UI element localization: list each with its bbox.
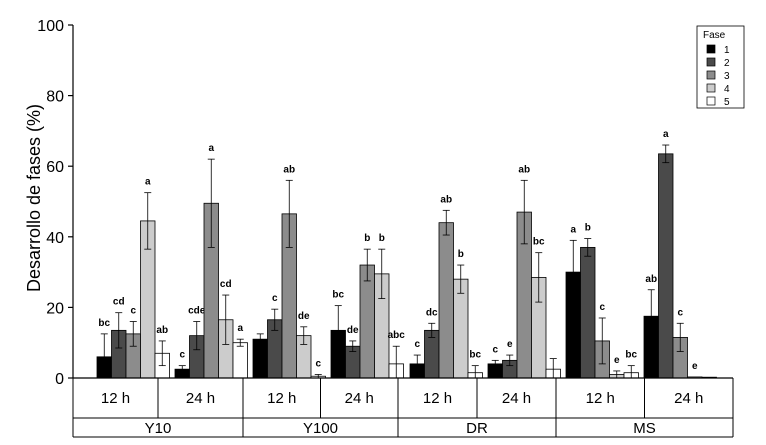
significance-letter: ab	[283, 164, 295, 175]
significance-letter: bc	[332, 290, 344, 301]
significance-letter: c	[272, 293, 278, 304]
time-label: 12 h	[101, 390, 130, 407]
y-tick-label: 60	[46, 159, 64, 176]
y-tick-label: 40	[46, 230, 64, 247]
significance-letter: ab	[156, 325, 168, 336]
legend-label: 5	[724, 97, 730, 108]
significance-letter: b	[585, 223, 591, 234]
legend-swatch-fase-2	[706, 57, 716, 67]
time-label: 24 h	[186, 390, 215, 407]
legend-label: 4	[724, 84, 730, 95]
bar-g5-fase-3	[438, 222, 454, 379]
treatment-label: MS	[633, 420, 656, 437]
time-label: 24 h	[345, 390, 374, 407]
significance-letter: ab	[440, 194, 452, 205]
significance-letter: e	[692, 361, 698, 372]
legend-label: 1	[724, 45, 730, 56]
legend-label: 2	[724, 58, 730, 69]
significance-letter: cd	[220, 279, 232, 290]
y-tick-label: 20	[46, 300, 64, 317]
significance-letter: b	[364, 233, 370, 244]
legend-swatch-fase-3	[706, 70, 716, 80]
significance-letter: dc	[426, 307, 438, 318]
time-label: 24 h	[502, 390, 531, 407]
legend: Fase 1 2 3 4 5	[696, 25, 745, 109]
significance-letter: a	[570, 224, 576, 235]
legend-swatch-fase-4	[706, 83, 716, 93]
significance-letter: c	[414, 339, 420, 350]
significance-letter: e	[614, 355, 620, 366]
significance-letter: bc	[533, 237, 545, 248]
significance-letter: a	[208, 143, 214, 154]
significance-letter: de	[347, 325, 359, 336]
y-axis-title: Desarrollo de fases (%)	[24, 104, 44, 292]
y-tick-label: 0	[55, 371, 64, 388]
significance-letter: bc	[469, 350, 481, 361]
time-label: 24 h	[674, 390, 703, 407]
y-tick-label: 100	[37, 18, 64, 35]
legend-label: 3	[724, 71, 730, 82]
bar-g2-fase-5	[232, 342, 248, 379]
significance-letter: a	[663, 129, 669, 140]
significance-letter: cde	[188, 306, 206, 317]
significance-letter: c	[599, 302, 605, 313]
bar-g7-fase-2	[580, 246, 596, 379]
treatment-label: Y100	[303, 420, 338, 437]
treatment-label: DR	[466, 420, 488, 437]
bar-g4-fase-3	[359, 264, 375, 379]
significance-letter: c	[677, 307, 683, 318]
significance-letter: bc	[98, 318, 110, 329]
significance-letter: abc	[388, 330, 406, 341]
time-label: 12 h	[423, 390, 452, 407]
time-label: 12 h	[267, 390, 296, 407]
significance-letter: ab	[645, 274, 657, 285]
significance-letter: c	[315, 358, 321, 369]
bar-g3-fase-1	[252, 338, 268, 379]
legend-box	[696, 25, 745, 109]
significance-letter: ab	[518, 164, 530, 175]
legend-title: Fase	[703, 30, 726, 41]
significance-letter: b	[379, 233, 385, 244]
significance-letter: cd	[113, 297, 125, 308]
y-tick-label: 80	[46, 89, 64, 106]
bar-g8-fase-2	[658, 153, 674, 379]
significance-letter: c	[492, 344, 498, 355]
legend-swatch-fase-5	[706, 96, 716, 106]
significance-letter: c	[130, 306, 136, 317]
significance-letter: bc	[625, 350, 637, 361]
legend-swatch-fase-1	[706, 44, 716, 54]
significance-letter: b	[458, 249, 464, 260]
significance-letter: e	[507, 339, 513, 350]
time-label: 12 h	[586, 390, 615, 407]
bar-g5-fase-4	[453, 278, 469, 379]
significance-letter: de	[298, 311, 310, 322]
significance-letter: c	[179, 350, 185, 361]
significance-letter: a	[237, 323, 243, 334]
treatment-label: Y10	[145, 420, 172, 437]
significance-letter: a	[145, 177, 151, 188]
